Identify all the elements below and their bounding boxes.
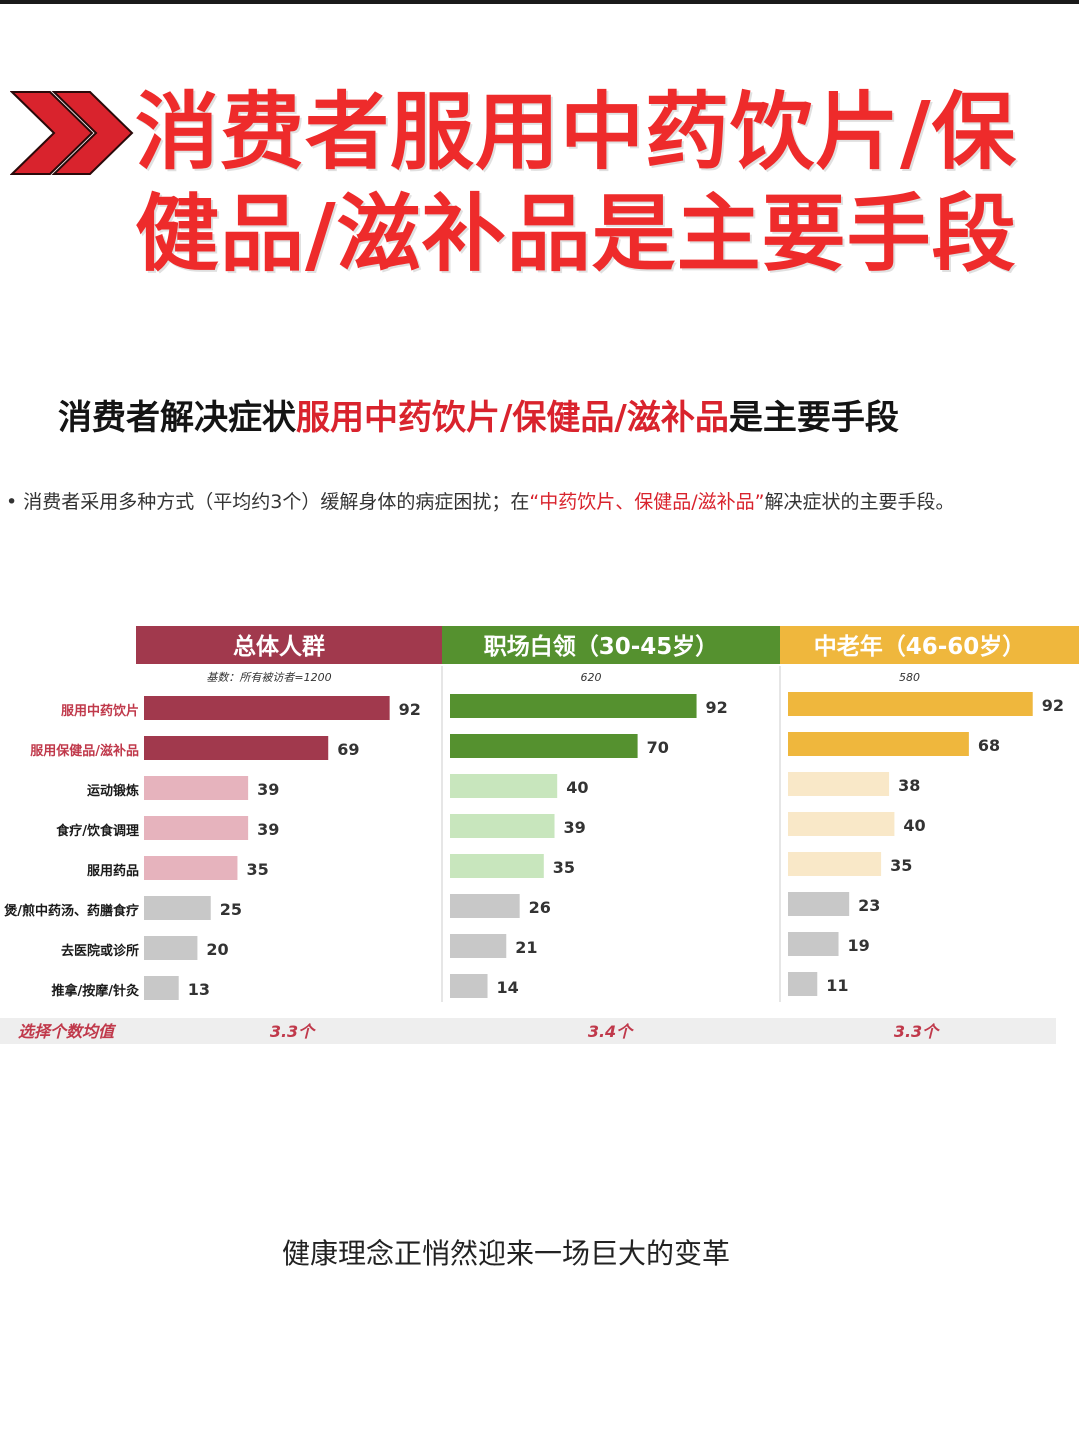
series-header-label-1: 职场白领（30-45岁）	[484, 633, 719, 660]
series-header-label-0: 总体人群	[233, 633, 325, 660]
bar-value-2-7: 11	[826, 976, 848, 995]
average-label: 选择个数均值	[18, 1022, 117, 1041]
bar-1-4	[450, 854, 544, 878]
category-label: 运动锻炼	[87, 783, 139, 799]
bar-value-0-7: 13	[188, 980, 210, 999]
bar-value-1-7: 14	[497, 978, 519, 997]
subtitle-part-3: 是主要手段	[728, 398, 899, 438]
bar-2-0	[788, 692, 1033, 716]
bar-1-5	[450, 894, 520, 918]
caption: 健康理念正悄然迎来一场巨大的变革	[281, 1237, 730, 1270]
bar-2-1	[788, 732, 969, 756]
average-value-1: 3.4个	[588, 1022, 634, 1041]
average-band	[0, 1018, 1056, 1044]
subtitle-part-1: 消费者解决症状	[58, 398, 296, 438]
average-value-2: 3.3个	[894, 1022, 940, 1041]
bar-value-0-0: 92	[399, 700, 421, 719]
series-base-1: 620	[581, 671, 602, 684]
bar-1-6	[450, 934, 507, 958]
bar-value-1-4: 35	[553, 858, 575, 877]
bar-2-3	[788, 812, 895, 836]
bar-0-6	[144, 936, 198, 960]
bar-value-1-1: 70	[647, 738, 669, 757]
bar-2-7	[788, 972, 818, 996]
bar-1-2	[450, 774, 558, 798]
bar-0-0	[144, 696, 390, 720]
bar-2-6	[788, 932, 839, 956]
bar-value-0-4: 35	[246, 860, 268, 879]
category-label: 食疗/饮食调理	[56, 823, 139, 839]
category-label: 去医院或诊所	[61, 943, 139, 959]
bar-1-1	[450, 734, 638, 758]
bar-0-7	[144, 976, 179, 1000]
bar-2-4	[788, 852, 882, 876]
bar-0-5	[144, 896, 211, 920]
category-label: 煲/煎中药汤、药膳食疗	[4, 903, 139, 919]
bar-value-1-5: 26	[529, 898, 551, 917]
series-base-0: 基数：所有被访者=1200	[206, 671, 331, 684]
series-base-2: 580	[899, 671, 920, 684]
bar-value-0-1: 69	[337, 740, 359, 759]
bar-value-0-6: 20	[206, 940, 228, 959]
bullet-note: • 消费者采用多种方式（平均约3个）缓解身体的病症困扰；在“中药饮片、保健品/滋…	[6, 490, 954, 515]
bar-0-4	[144, 856, 238, 880]
bar-value-0-3: 39	[257, 820, 279, 839]
average-value-0: 3.3个	[270, 1022, 316, 1041]
series-header-label-2: 中老年（46-60岁）	[814, 633, 1026, 660]
headline-line-2: 健品/滋补品是主要手段	[135, 185, 1017, 283]
bar-0-2	[144, 776, 249, 800]
category-label: 服用保健品/滋补品	[30, 743, 139, 759]
bar-value-2-5: 23	[858, 896, 880, 915]
bar-1-0	[450, 694, 697, 718]
bar-0-3	[144, 816, 249, 840]
top-rule	[0, 0, 1079, 4]
chart-subtitle: 消费者解决症状服用中药饮片/保健品/滋补品是主要手段	[58, 398, 899, 439]
bullet-text-1: 消费者采用多种方式（平均约3个）缓解身体的病症困扰；在	[23, 491, 530, 513]
bullet-highlight: “中药饮片、保健品/滋补品”	[529, 491, 765, 513]
series-header-1	[442, 626, 780, 664]
bar-value-2-1: 68	[978, 736, 1000, 755]
bar-value-2-2: 38	[898, 776, 920, 795]
bar-0-1	[144, 736, 329, 760]
bar-value-2-6: 19	[848, 936, 870, 955]
bar-value-0-5: 25	[220, 900, 242, 919]
bar-value-1-0: 92	[706, 698, 728, 717]
bullet-mark: •	[6, 491, 18, 513]
bullet-text-3: 解决症状的主要手段。	[764, 491, 955, 513]
bar-value-2-3: 40	[903, 816, 925, 835]
bar-value-2-4: 35	[890, 856, 912, 875]
bar-value-1-6: 21	[515, 938, 537, 957]
headline-line-1: 消费者服用中药饮片/保	[135, 83, 1017, 181]
bar-2-2	[788, 772, 890, 796]
bar-value-1-2: 40	[566, 778, 588, 797]
bar-1-3	[450, 814, 555, 838]
bar-2-5	[788, 892, 850, 916]
bar-1-7	[450, 974, 488, 998]
double-chevron-icon	[10, 91, 134, 175]
subtitle-highlight: 服用中药饮片/保健品/滋补品	[296, 398, 729, 438]
category-label: 服用中药饮片	[61, 703, 139, 719]
series-header-2	[780, 626, 1079, 664]
bar-value-1-3: 39	[564, 818, 586, 837]
category-label: 服用药品	[87, 863, 139, 879]
series-header-0	[136, 626, 442, 664]
bar-value-0-2: 39	[257, 780, 279, 799]
bar-value-2-0: 92	[1042, 696, 1064, 715]
category-label: 推拿/按摩/针灸	[52, 983, 140, 999]
